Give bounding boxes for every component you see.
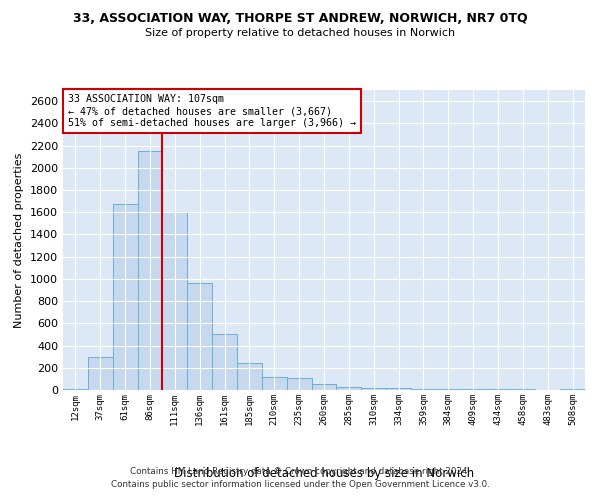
Text: 33, ASSOCIATION WAY, THORPE ST ANDREW, NORWICH, NR7 0TQ: 33, ASSOCIATION WAY, THORPE ST ANDREW, N… — [73, 12, 527, 26]
Bar — [361, 388, 386, 390]
Bar — [461, 389, 485, 390]
Bar — [63, 389, 88, 390]
Bar — [311, 384, 337, 390]
Bar — [137, 151, 163, 390]
Bar — [287, 378, 311, 390]
Y-axis label: Number of detached properties: Number of detached properties — [14, 152, 25, 328]
Bar — [411, 388, 436, 390]
Bar — [337, 386, 361, 390]
Bar — [212, 334, 237, 390]
Text: 33 ASSOCIATION WAY: 107sqm
← 47% of detached houses are smaller (3,667)
51% of s: 33 ASSOCIATION WAY: 107sqm ← 47% of deta… — [68, 94, 356, 128]
Bar — [163, 212, 187, 390]
Bar — [560, 389, 585, 390]
Bar — [436, 389, 461, 390]
Bar — [511, 389, 535, 390]
Bar — [88, 357, 113, 390]
Text: Contains HM Land Registry data © Crown copyright and database right 2024.: Contains HM Land Registry data © Crown c… — [130, 467, 470, 476]
Bar — [386, 388, 411, 390]
Bar — [262, 376, 287, 390]
Text: Contains public sector information licensed under the Open Government Licence v3: Contains public sector information licen… — [110, 480, 490, 489]
Text: Size of property relative to detached houses in Norwich: Size of property relative to detached ho… — [145, 28, 455, 38]
X-axis label: Distribution of detached houses by size in Norwich: Distribution of detached houses by size … — [174, 466, 474, 479]
Bar — [187, 284, 212, 390]
Bar — [113, 204, 137, 390]
Bar — [237, 363, 262, 390]
